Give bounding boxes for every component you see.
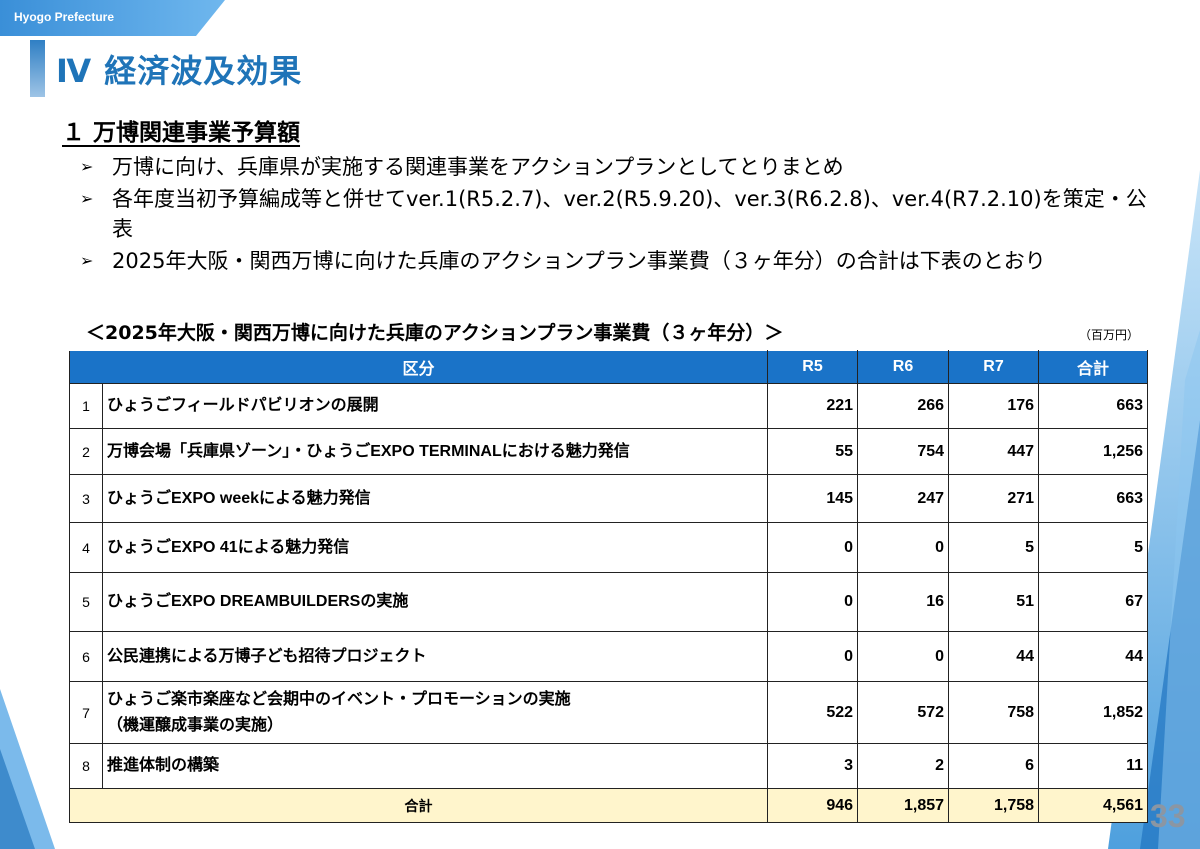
total-label: 合計: [68, 788, 769, 823]
cell-r5: 0: [767, 631, 859, 682]
cell-total: 1,852: [1038, 681, 1149, 744]
bullet-text: 万博に向け、兵庫県が実施する関連事業をアクションプランとしてとりまとめ: [112, 155, 844, 179]
table-row: 7 ひょうご楽市楽座など会期中のイベント・プロモーションの実施 （機運醸成事業の…: [69, 681, 1149, 744]
cell-r6: 0: [857, 522, 950, 573]
cell-total: 663: [1038, 474, 1149, 523]
cell-r5: 0: [767, 522, 859, 573]
cell-r6: 16: [857, 572, 950, 632]
row-label: 公民連携による万博子ども招待プロジェクト: [101, 631, 769, 682]
header-category: 区分: [68, 350, 769, 384]
bullet-text: 2025年大阪・関西万博に向けた兵庫のアクションプラン事業費（３ヶ年分）の合計は…: [112, 249, 1046, 273]
header-r6: R6: [857, 350, 950, 384]
cell-r6: 0: [857, 631, 950, 682]
cell-r7: 447: [948, 428, 1040, 475]
cell-r7: 6: [948, 743, 1040, 789]
row-number: 8: [69, 743, 103, 789]
cell-total: 44: [1038, 631, 1149, 682]
row-number: 7: [69, 681, 103, 744]
cell-r7: 176: [948, 383, 1040, 429]
bullet-item: ➢ 各年度当初予算編成等と併せてver.1(R5.2.7)、ver.2(R5.9.…: [80, 184, 1160, 244]
cell-r5: 55: [767, 428, 859, 475]
title-accent-bar: [30, 40, 45, 97]
total-r5: 946: [767, 788, 859, 823]
total-row: 合計 946 1,857 1,758 4,561: [68, 788, 1149, 823]
table-row: 1 ひょうごフィールドパビリオンの展開 221 266 176 663: [69, 383, 1149, 429]
bullet-item: ➢ 2025年大阪・関西万博に向けた兵庫のアクションプラン事業費（３ヶ年分）の合計…: [80, 246, 1160, 276]
cell-r7: 271: [948, 474, 1040, 523]
row-label: ひょうごフィールドパビリオンの展開: [101, 383, 769, 429]
cell-total: 67: [1038, 572, 1149, 632]
table-row: 8 推進体制の構築 3 2 6 11: [69, 743, 1149, 789]
bullet-text: 各年度当初予算編成等と併せてver.1(R5.2.7)、ver.2(R5.9.2…: [112, 187, 1147, 241]
row-label: ひょうごEXPO DREAMBUILDERSの実施: [101, 572, 769, 632]
cell-r6: 266: [857, 383, 950, 429]
cell-r5: 145: [767, 474, 859, 523]
bullet-list: ➢ 万博に向け、兵庫県が実施する関連事業をアクションプランとしてとりまとめ ➢ 各年…: [80, 152, 1160, 278]
row-number: 2: [69, 428, 103, 475]
total-sum: 4,561: [1038, 788, 1149, 823]
table-row: 6 公民連携による万博子ども招待プロジェクト 0 0 44 44: [69, 631, 1149, 682]
total-r7: 1,758: [948, 788, 1040, 823]
table-header-row: 区分 R5 R6 R7 合計: [68, 350, 1149, 384]
cell-total: 1,256: [1038, 428, 1149, 475]
left-decoration: [0, 689, 55, 849]
org-tag-shape: [0, 0, 225, 36]
table-row: 3 ひょうごEXPO weekによる魅力発信 145 247 271 663: [69, 474, 1149, 523]
row-number: 6: [69, 631, 103, 682]
budget-table: 区分 R5 R6 R7 合計 1 ひょうごフィールドパビリオンの展開 221 2…: [68, 350, 1149, 823]
header-r7: R7: [948, 350, 1040, 384]
cell-r7: 758: [948, 681, 1040, 744]
table-row: 5 ひょうごEXPO DREAMBUILDERSの実施 0 16 51 67: [69, 572, 1149, 632]
cell-r5: 221: [767, 383, 859, 429]
bullet-item: ➢ 万博に向け、兵庫県が実施する関連事業をアクションプランとしてとりまとめ: [80, 152, 1160, 182]
row-label: ひょうごEXPO 41による魅力発信: [101, 522, 769, 573]
cell-r5: 522: [767, 681, 859, 744]
arrow-bullet-icon: ➢: [80, 157, 94, 176]
cell-r6: 754: [857, 428, 950, 475]
cell-total: 663: [1038, 383, 1149, 429]
page-title: Ⅳ 経済波及効果: [56, 52, 303, 90]
row-label: 推進体制の構築: [101, 743, 769, 789]
cell-r7: 5: [948, 522, 1040, 573]
row-label: ひょうごEXPO weekによる魅力発信: [101, 474, 769, 523]
section-heading: １ 万博関連事業予算額: [62, 120, 301, 146]
row-number: 5: [69, 572, 103, 632]
row-label: ひょうご楽市楽座など会期中のイベント・プロモーションの実施 （機運醸成事業の実施…: [101, 681, 769, 744]
org-label: Hyogo Prefecture: [14, 10, 115, 24]
row-number: 4: [69, 522, 103, 573]
arrow-bullet-icon: ➢: [80, 251, 94, 270]
table-title: ＜2025年大阪・関西万博に向けた兵庫のアクションプラン事業費（３ヶ年分）＞: [86, 322, 784, 344]
cell-r7: 44: [948, 631, 1040, 682]
cell-r6: 247: [857, 474, 950, 523]
row-label: 万博会場「兵庫県ゾーン」・ひょうごEXPO TERMINALにおける魅力発信: [101, 428, 769, 475]
total-r6: 1,857: [857, 788, 950, 823]
cell-r7: 51: [948, 572, 1040, 632]
cell-r6: 2: [857, 743, 950, 789]
cell-r5: 0: [767, 572, 859, 632]
cell-total: 5: [1038, 522, 1149, 573]
unit-label: （百万円）: [1079, 328, 1140, 342]
cell-r5: 3: [767, 743, 859, 789]
row-label-line2: （機運醸成事業の実施）: [107, 716, 284, 734]
row-number: 3: [69, 474, 103, 523]
row-label-line1: ひょうご楽市楽座など会期中のイベント・プロモーションの実施: [107, 690, 571, 708]
cell-total: 11: [1038, 743, 1149, 789]
table-row: 4 ひょうごEXPO 41による魅力発信 0 0 5 5: [69, 522, 1149, 573]
table-row: 2 万博会場「兵庫県ゾーン」・ひょうごEXPO TERMINALにおける魅力発信…: [69, 428, 1149, 475]
row-number: 1: [69, 383, 103, 429]
arrow-bullet-icon: ➢: [80, 189, 94, 208]
cell-r6: 572: [857, 681, 950, 744]
header-total: 合計: [1038, 350, 1149, 384]
page-number: 33: [1150, 798, 1186, 834]
header-r5: R5: [767, 350, 859, 384]
